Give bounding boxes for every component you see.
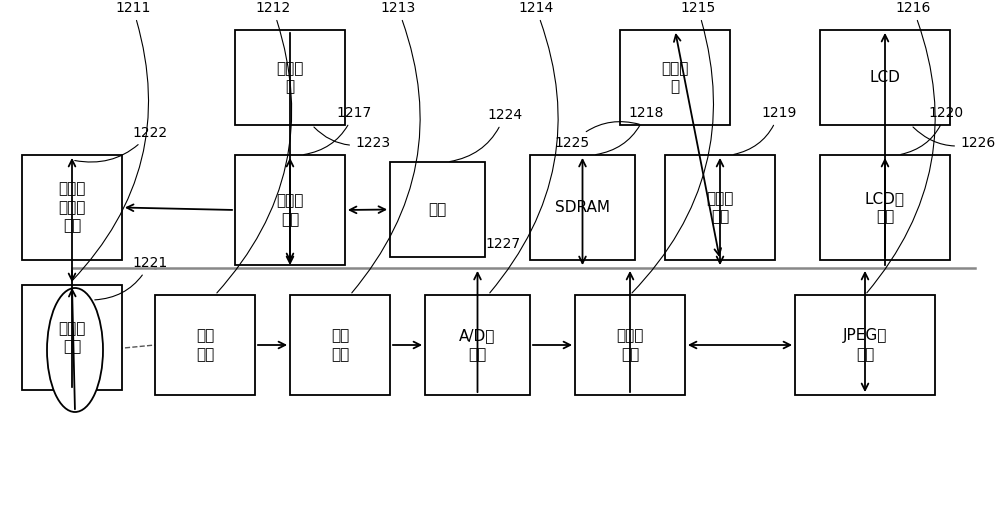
Bar xyxy=(820,30,950,125)
Text: 1226: 1226 xyxy=(913,127,995,150)
Text: 微型计
算机: 微型计 算机 xyxy=(276,193,304,227)
Text: 1217: 1217 xyxy=(304,106,371,154)
Bar xyxy=(155,295,255,395)
Text: SDRAM: SDRAM xyxy=(555,200,610,215)
Bar xyxy=(665,155,775,260)
Text: 记录介
质: 记录介 质 xyxy=(661,61,689,94)
Text: 图像处
理器: 图像处 理器 xyxy=(616,328,644,362)
Text: 1218: 1218 xyxy=(596,106,663,154)
Bar xyxy=(235,155,345,265)
Text: 1219: 1219 xyxy=(734,106,796,154)
Bar xyxy=(235,30,345,125)
Text: JPEG处
理器: JPEG处 理器 xyxy=(843,328,887,362)
Text: 摄像
电路: 摄像 电路 xyxy=(331,328,349,362)
Text: 操作单
元: 操作单 元 xyxy=(276,61,304,94)
Text: 1224: 1224 xyxy=(450,108,522,162)
Text: 摄像
元件: 摄像 元件 xyxy=(196,328,214,362)
Text: 镜头驱
动控制
电路: 镜头驱 动控制 电路 xyxy=(58,181,86,234)
Text: 1212: 1212 xyxy=(217,1,292,293)
Bar xyxy=(290,295,390,395)
Text: 1213: 1213 xyxy=(352,1,420,293)
Text: 1215: 1215 xyxy=(632,1,715,293)
Text: 1225: 1225 xyxy=(555,122,639,150)
Text: A/D转
换器: A/D转 换器 xyxy=(459,328,496,362)
Text: 1216: 1216 xyxy=(867,1,935,293)
Bar xyxy=(820,155,950,260)
Text: 1222: 1222 xyxy=(75,126,167,162)
Ellipse shape xyxy=(47,288,103,412)
Bar xyxy=(22,155,122,260)
Bar xyxy=(530,155,635,260)
Text: 1227: 1227 xyxy=(486,237,521,251)
Bar xyxy=(575,295,685,395)
Text: LCD驱
动器: LCD驱 动器 xyxy=(865,191,905,225)
Text: 1214: 1214 xyxy=(490,1,558,293)
Bar xyxy=(390,162,485,257)
Text: 1223: 1223 xyxy=(314,127,390,150)
Text: 存储器
接口: 存储器 接口 xyxy=(706,191,734,225)
Text: 闪存: 闪存 xyxy=(428,202,447,217)
Text: 1211: 1211 xyxy=(72,1,150,281)
Text: 1220: 1220 xyxy=(901,106,963,154)
Text: 1221: 1221 xyxy=(95,256,167,300)
Bar xyxy=(425,295,530,395)
Bar xyxy=(22,285,122,390)
Bar xyxy=(795,295,935,395)
Text: LCD: LCD xyxy=(870,70,900,85)
Text: 镜头驱
动器: 镜头驱 动器 xyxy=(58,321,86,354)
Bar xyxy=(620,30,730,125)
